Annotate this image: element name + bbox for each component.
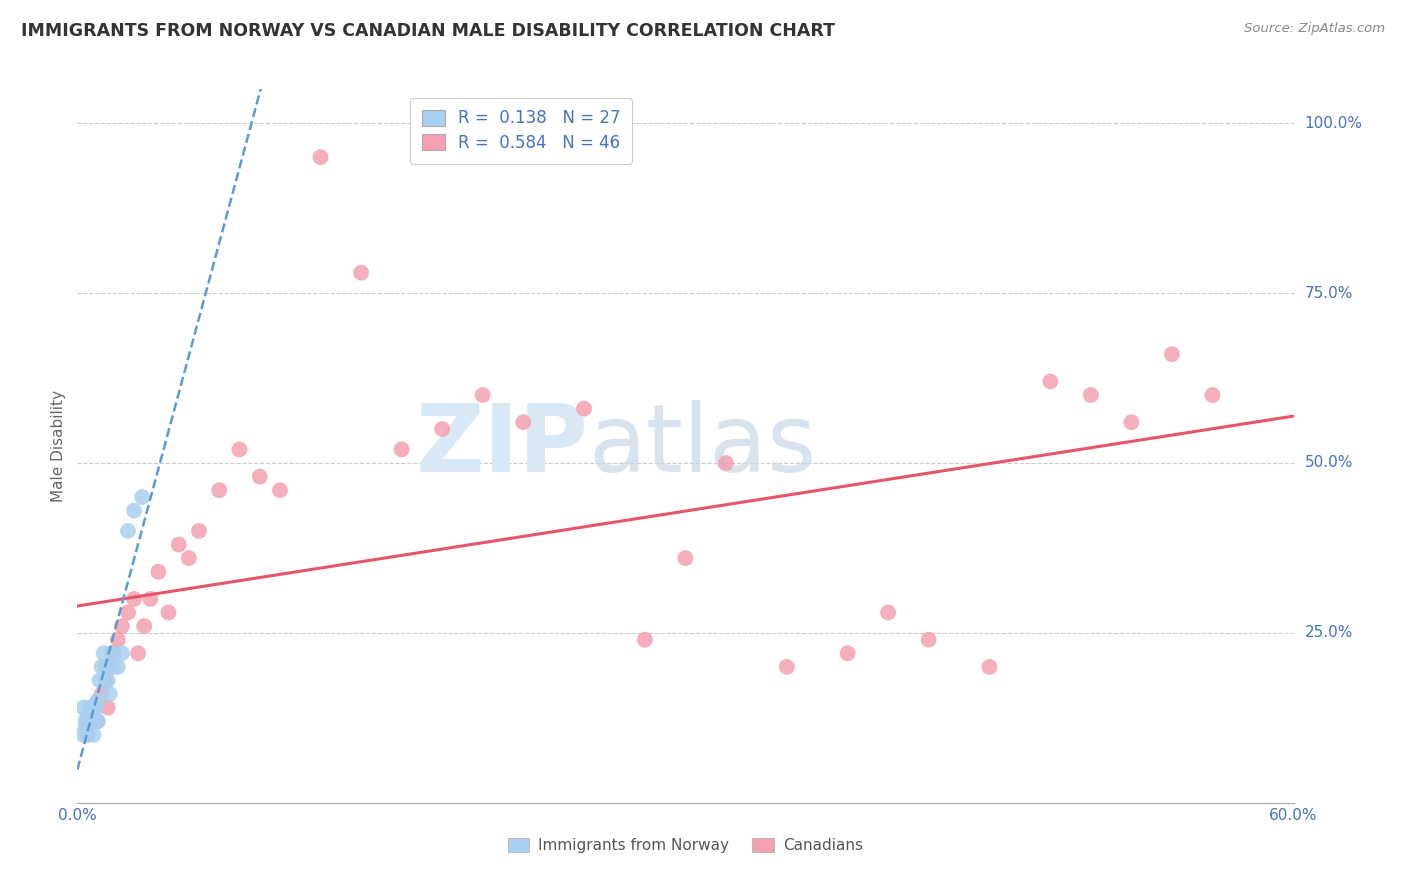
Point	[103, 660, 125, 674]
Point	[83, 707, 105, 722]
Point	[86, 694, 108, 708]
Point	[72, 700, 94, 714]
Point	[1201, 388, 1223, 402]
Point	[167, 537, 190, 551]
Point	[94, 660, 117, 674]
Point	[127, 646, 149, 660]
Point	[877, 606, 900, 620]
Point	[1161, 347, 1184, 361]
Y-axis label: Male Disability: Male Disability	[51, 390, 66, 502]
Point	[309, 150, 332, 164]
Point	[83, 700, 105, 714]
Point	[98, 660, 121, 674]
Point	[86, 694, 108, 708]
Text: Source: ZipAtlas.com: Source: ZipAtlas.com	[1244, 22, 1385, 36]
Point	[122, 591, 145, 606]
Point	[269, 483, 291, 498]
Point	[97, 700, 120, 714]
Point	[90, 660, 112, 674]
Text: 100.0%: 100.0%	[1305, 116, 1362, 131]
Point	[90, 687, 112, 701]
Point	[918, 632, 941, 647]
Point	[131, 490, 153, 504]
Point	[94, 673, 117, 688]
Point	[75, 721, 97, 735]
Point	[139, 591, 162, 606]
Point	[79, 700, 101, 714]
Point	[84, 700, 107, 714]
Point	[72, 728, 94, 742]
Point	[80, 714, 103, 729]
Point	[89, 673, 111, 688]
Point	[98, 687, 121, 701]
Point	[208, 483, 231, 498]
Text: atlas: atlas	[588, 400, 817, 492]
Point	[76, 728, 98, 742]
Point	[111, 646, 134, 660]
Text: 50.0%: 50.0%	[1305, 456, 1353, 470]
Point	[111, 619, 134, 633]
Text: 25.0%: 25.0%	[1305, 625, 1353, 640]
Point	[107, 632, 129, 647]
Point	[572, 401, 595, 416]
Point	[177, 551, 200, 566]
Point	[188, 524, 211, 538]
Point	[249, 469, 271, 483]
Text: ZIP: ZIP	[415, 400, 588, 492]
Point	[103, 646, 125, 660]
Point	[471, 388, 494, 402]
Legend: Immigrants from Norway, Canadians: Immigrants from Norway, Canadians	[502, 831, 869, 859]
Point	[512, 415, 534, 429]
Point	[79, 714, 101, 729]
Point	[75, 714, 97, 729]
Point	[134, 619, 156, 633]
Point	[1080, 388, 1102, 402]
Point	[117, 606, 139, 620]
Point	[837, 646, 859, 660]
Point	[714, 456, 737, 470]
Point	[76, 714, 98, 729]
Point	[228, 442, 250, 457]
Point	[776, 660, 799, 674]
Point	[107, 660, 129, 674]
Point	[350, 266, 373, 280]
Point	[1039, 375, 1062, 389]
Point	[76, 707, 98, 722]
Point	[101, 646, 124, 660]
Point	[634, 632, 657, 647]
Point	[430, 422, 453, 436]
Point	[83, 728, 105, 742]
Point	[391, 442, 413, 457]
Point	[93, 646, 115, 660]
Text: IMMIGRANTS FROM NORWAY VS CANADIAN MALE DISABILITY CORRELATION CHART: IMMIGRANTS FROM NORWAY VS CANADIAN MALE …	[21, 22, 835, 40]
Point	[157, 606, 180, 620]
Point	[117, 524, 139, 538]
Point	[148, 565, 170, 579]
Point	[122, 503, 145, 517]
Point	[675, 551, 697, 566]
Text: 75.0%: 75.0%	[1305, 285, 1353, 301]
Point	[86, 714, 108, 729]
Point	[97, 673, 120, 688]
Point	[979, 660, 1001, 674]
Point	[1121, 415, 1143, 429]
Point	[86, 714, 108, 729]
Point	[76, 728, 98, 742]
